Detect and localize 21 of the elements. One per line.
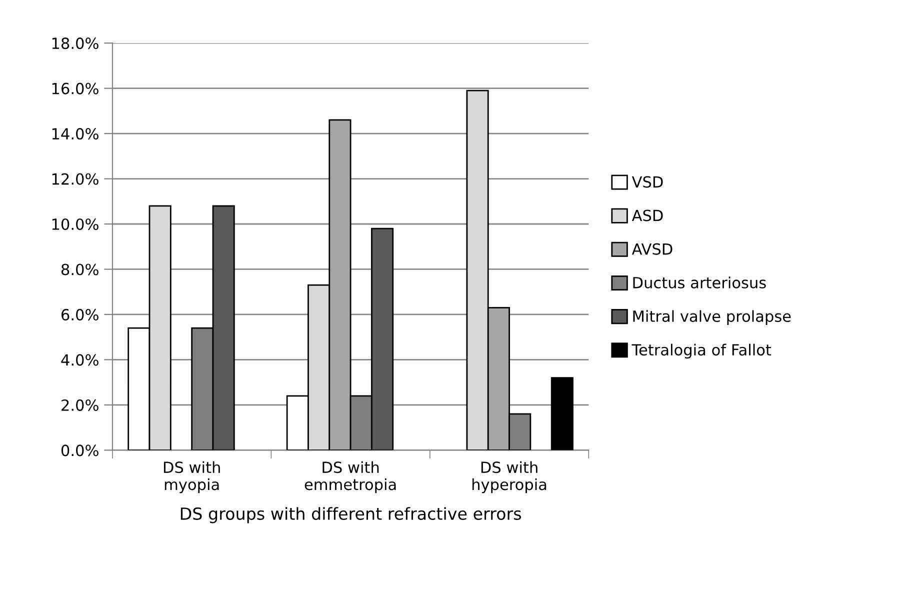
x-axis-title: DS groups with different refractive errors — [180, 507, 521, 524]
x-tick-label: DS with myopia — [164, 461, 220, 494]
y-tick-label: 10.0% — [52, 218, 98, 230]
y-tick-label: 12.0% — [52, 173, 98, 185]
bar — [550, 377, 574, 450]
legend-label: ASD — [632, 210, 663, 222]
legend-label: Ductus arteriosus — [633, 276, 766, 288]
x-tick-label: DS with emmetropia — [304, 461, 396, 494]
legend-label: Mitral valve prolapse — [633, 310, 791, 325]
y-tick-label: 6.0% — [62, 308, 98, 320]
y-tick-label: 8.0% — [61, 264, 98, 276]
y-tick-label: 14.0% — [52, 128, 98, 140]
legend-label: AVSD — [632, 243, 672, 255]
legend-label: Tetralogia of Fallot — [632, 344, 772, 359]
y-tick-label: 4.0% — [61, 354, 98, 366]
y-tick-label: 18.0% — [52, 38, 98, 50]
y-tick-label: 2.0% — [62, 399, 98, 411]
legend-label: VSD — [632, 176, 663, 188]
y-tick-label: 16.0% — [52, 82, 98, 94]
x-tick-label: DS with hyperopia — [472, 461, 546, 494]
y-tick-label: 0.0% — [61, 444, 98, 456]
